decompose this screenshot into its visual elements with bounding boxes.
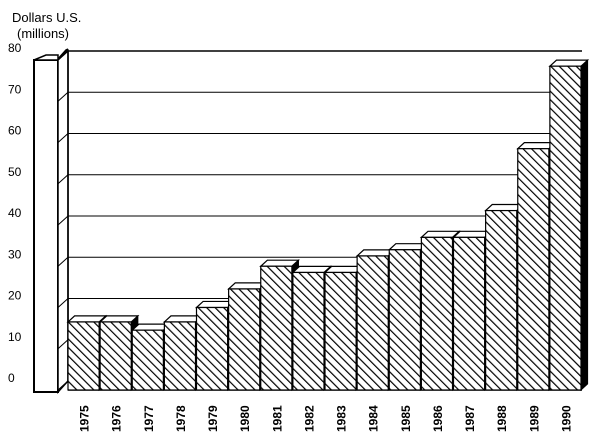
bar-top [419, 230, 461, 238]
x-tick-label: 1982 [302, 405, 316, 432]
bar-face [131, 329, 164, 391]
x-tick-label: 1980 [238, 405, 252, 432]
x-tick-label: 1981 [270, 405, 284, 432]
bar-top [548, 59, 590, 67]
bar-top [66, 315, 108, 323]
y-axis-label-line1: Dollars U.S. [12, 10, 81, 25]
x-tick-label: 1979 [206, 405, 220, 432]
y-tick-label: 10 [8, 330, 22, 344]
y-tick-label: 30 [8, 247, 22, 261]
x-tick-label: 1990 [559, 405, 573, 432]
x-tick-label: 1976 [110, 405, 124, 432]
y-tick-label: 80 [8, 41, 22, 55]
bar-side [580, 59, 589, 392]
x-tick-label: 1986 [431, 405, 445, 432]
x-tick-label: 1977 [142, 405, 156, 432]
x-tick-label: 1978 [174, 405, 188, 432]
y-tick-label: 60 [8, 124, 22, 138]
bar-face [324, 271, 357, 391]
x-tick-label: 1983 [335, 405, 349, 432]
y-tick-label: 70 [8, 82, 22, 96]
x-tick-label: 1984 [367, 405, 381, 432]
y-axis-label-line2: (millions) [17, 26, 69, 41]
bar-face [485, 209, 518, 391]
bar-top [291, 265, 333, 274]
bar-top [98, 315, 140, 323]
x-tick-label: 1988 [495, 405, 509, 432]
bar-face [99, 321, 132, 391]
bar-face [388, 249, 421, 391]
bar-face [67, 321, 100, 391]
y-tick-labels: 0 10 20 30 40 50 60 70 80 [8, 41, 22, 385]
bar-face [292, 271, 325, 391]
x-tick-labels: 1975 1976 1977 1978 1979 1980 1981 1982 1983 1984… [78, 405, 574, 432]
x-tick-label: 1987 [463, 405, 477, 432]
bar-face [163, 321, 197, 391]
y-tick-label: 50 [8, 165, 22, 179]
bars [66, 59, 590, 392]
bar-face [228, 288, 261, 391]
bar-top [259, 259, 301, 267]
bar-1990 [548, 59, 590, 392]
y-axis-wall [33, 48, 69, 394]
bar-face [549, 65, 582, 391]
x-tick-label: 1989 [527, 405, 541, 432]
x-tick-label: 1975 [78, 405, 92, 432]
bar-face [452, 236, 486, 391]
bar-face [195, 306, 229, 391]
bar-face [356, 255, 389, 391]
bar-face [260, 265, 293, 391]
y-tick-label: 20 [8, 289, 22, 303]
bar-face [420, 236, 454, 391]
x-tick-label: 1985 [399, 405, 413, 432]
bar-face [517, 148, 550, 391]
y-tick-label: 0 [8, 371, 15, 385]
y-tick-label: 40 [8, 206, 22, 220]
